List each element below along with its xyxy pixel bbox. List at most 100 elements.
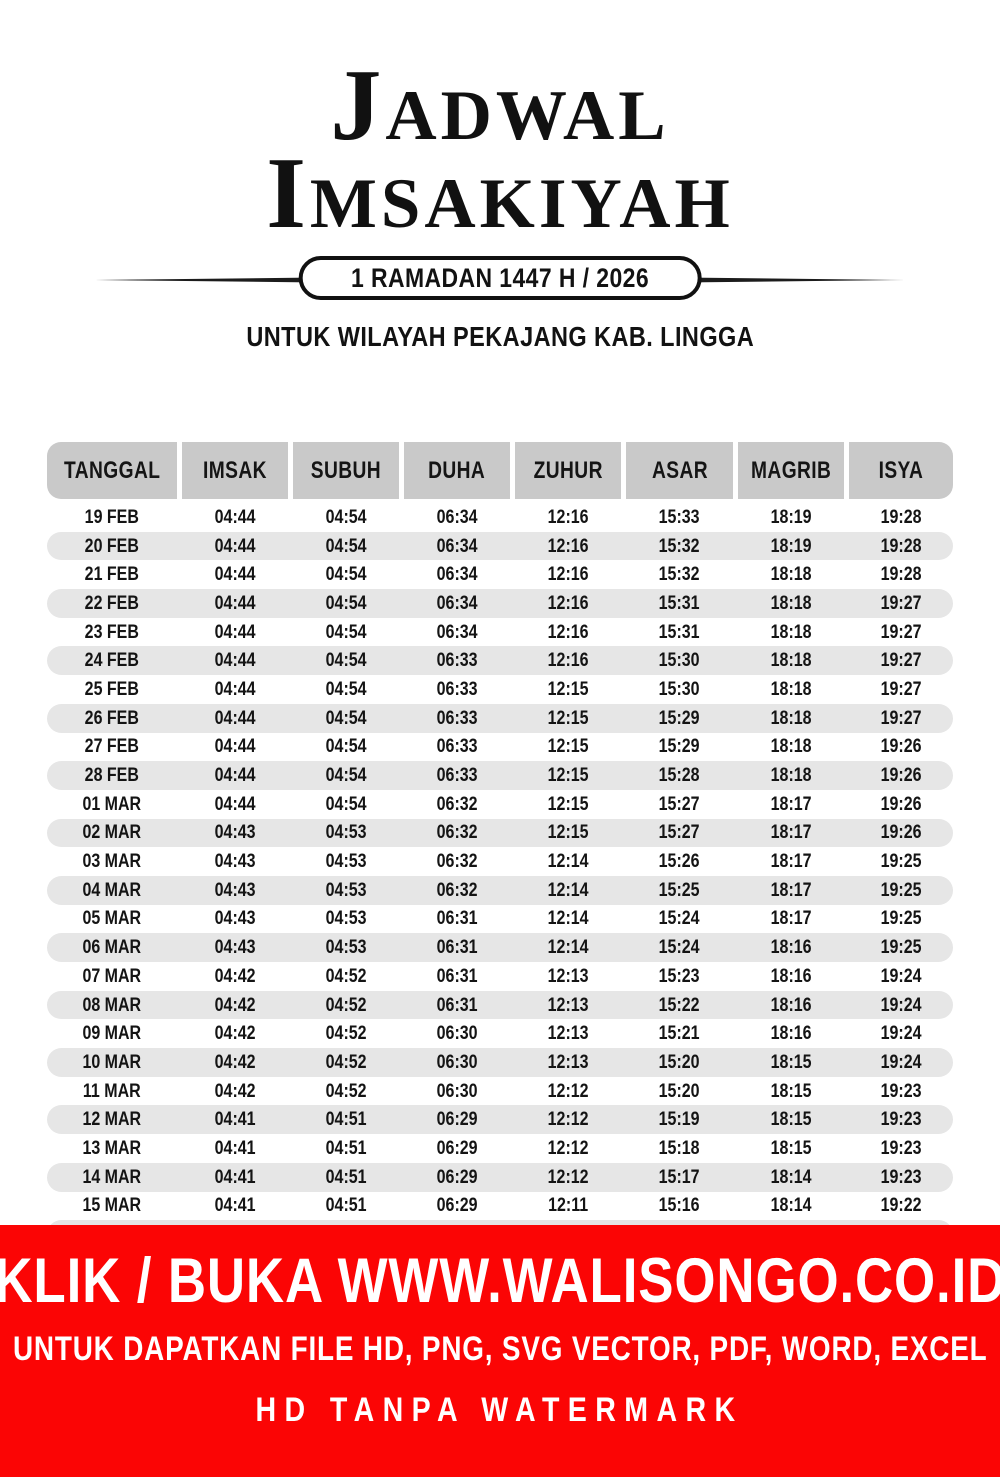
- table-cell: 15:29: [659, 735, 701, 758]
- table-cell: 12:15: [547, 792, 589, 815]
- table-cell: 28 FEB: [84, 764, 139, 787]
- table-row: 11 MAR 04:42 04:52 06:30 12:12 15:20 18:15 19:2…: [47, 1077, 953, 1106]
- table-cell: 15:28: [659, 764, 701, 787]
- table-cell: 18:17: [770, 907, 812, 930]
- table-cell: 15:25: [659, 878, 701, 901]
- table-cell: 15:26: [659, 850, 701, 873]
- table-cell: 18:15: [770, 1050, 812, 1073]
- table-cell: 05 MAR: [82, 907, 142, 930]
- table-cell: 20 FEB: [84, 534, 139, 557]
- table-row: 14 MAR 04:41 04:51 06:29 12:12 15:17 18:14 19:2…: [47, 1162, 953, 1192]
- promo-url-text[interactable]: KLIK / BUKA WWW.WALISONGO.CO.ID: [0, 1246, 1000, 1316]
- table-cell: 06:30: [436, 1022, 478, 1045]
- table-cell: 12:12: [547, 1108, 589, 1131]
- table-cell: 18:18: [770, 649, 812, 672]
- table-cell: 04:54: [325, 735, 367, 758]
- table-cell: 06:33: [436, 677, 478, 700]
- table-header-cell-imsak: IMSAK: [181, 442, 288, 499]
- table-cell: 04:44: [214, 735, 256, 758]
- table-cell: 15:20: [659, 1079, 701, 1102]
- table-cell: 15:27: [659, 821, 701, 844]
- table-cell: 18:16: [770, 1022, 812, 1045]
- table-cell: 06:31: [436, 907, 478, 930]
- table-cell: 12:15: [547, 821, 589, 844]
- table-body: 19 FEB 04:44 04:54 06:34 12:16 15:33 18:19 19:2…: [47, 503, 953, 1249]
- table-cell: 12:13: [547, 1022, 589, 1045]
- table-cell: 23 FEB: [84, 620, 139, 643]
- ramadan-badge: 1 RAMADAN 1447 H / 2026: [298, 256, 702, 301]
- table-cell: 04:54: [325, 505, 367, 528]
- table-row: 25 FEB 04:44 04:54 06:33 12:15 15:30 18:18 19:2…: [47, 675, 953, 704]
- page-title: Jadwal Imsakiyah: [0, 55, 1000, 244]
- table-cell: 15:27: [659, 792, 701, 815]
- table-cell: 19:25: [880, 936, 922, 959]
- table-cell: 04:44: [214, 706, 256, 729]
- table-cell: 19:24: [880, 1050, 922, 1073]
- table-cell: 15:24: [659, 907, 701, 930]
- table-cell: 09 MAR: [82, 1022, 142, 1045]
- table-cell: 12:15: [547, 677, 589, 700]
- table-cell: 18:18: [770, 563, 812, 586]
- table-cell: 06:29: [436, 1165, 478, 1188]
- table-row: 10 MAR 04:42 04:52 06:30 12:13 15:20 18:15 19:2…: [47, 1048, 953, 1077]
- table-cell: 12:11: [548, 1194, 589, 1217]
- table-cell: 04:44: [214, 563, 256, 586]
- table-cell: 18:17: [770, 821, 812, 844]
- table-cell: 12:12: [547, 1136, 589, 1159]
- table-cell: 06:31: [436, 964, 478, 987]
- table-cell: 06:33: [436, 764, 478, 787]
- table-cell: 15:32: [659, 534, 701, 557]
- table-cell: 18:18: [770, 706, 812, 729]
- table-cell: 06:34: [436, 505, 478, 528]
- table-row: 24 FEB 04:44 04:54 06:33 12:16 15:30 18:18 19:2…: [47, 646, 953, 676]
- table-header-cell-asar: ASAR: [626, 442, 733, 499]
- table-cell: 06:29: [436, 1136, 478, 1159]
- table-cell: 06:32: [436, 821, 478, 844]
- table-row: 13 MAR 04:41 04:51 06:29 12:12 15:18 18:15 19:2…: [47, 1134, 953, 1163]
- table-cell: 04:43: [214, 850, 256, 873]
- table-cell: 12:13: [547, 964, 589, 987]
- table-cell: 26 FEB: [84, 706, 139, 729]
- table-cell: 04:54: [325, 764, 367, 787]
- table-cell: 02 MAR: [82, 821, 142, 844]
- table-cell: 15:20: [659, 1050, 701, 1073]
- table-cell: 06:32: [436, 850, 478, 873]
- table-cell: 18:15: [770, 1079, 812, 1102]
- table-cell: 18:15: [770, 1136, 812, 1159]
- table-row: 06 MAR 04:43 04:53 06:31 12:14 15:24 18:16 19:2…: [47, 933, 953, 962]
- table-cell: 04:51: [325, 1194, 367, 1217]
- table-cell: 12:12: [547, 1079, 589, 1102]
- table-cell: 18:16: [770, 993, 812, 1016]
- table-cell: 18:18: [770, 677, 812, 700]
- table-cell: 19:27: [880, 677, 922, 700]
- table-cell: 04 MAR: [82, 878, 142, 901]
- table-row: 20 FEB 04:44 04:54 06:34 12:16 15:32 18:19 19:2…: [47, 531, 953, 561]
- table-cell: 06:33: [436, 706, 478, 729]
- promo-watermark-text: HD TANPA WATERMARK: [255, 1391, 745, 1430]
- table-cell: 04:41: [214, 1108, 256, 1131]
- table-cell: 15:21: [659, 1022, 701, 1045]
- table-cell: 18:16: [770, 964, 812, 987]
- table-cell: 04:53: [325, 850, 367, 873]
- table-cell: 19:28: [880, 563, 922, 586]
- table-cell: 04:51: [325, 1108, 367, 1131]
- table-cell: 12:14: [547, 850, 589, 873]
- table-cell: 04:53: [325, 878, 367, 901]
- table-cell: 12 MAR: [82, 1108, 142, 1131]
- table-cell: 04:43: [214, 821, 256, 844]
- promo-banner[interactable]: KLIK / BUKA WWW.WALISONGO.CO.ID UNTUK DA…: [0, 1225, 1000, 1477]
- table-cell: 19:25: [880, 907, 922, 930]
- table-cell: 18:16: [770, 936, 812, 959]
- table-cell: 18:14: [770, 1194, 812, 1217]
- table-row: 09 MAR 04:42 04:52 06:30 12:13 15:21 18:16 19:2…: [47, 1019, 953, 1048]
- region-subtitle: UNTUK WILAYAH PEKAJANG KAB. LINGGA: [246, 321, 754, 353]
- table-cell: 04:51: [325, 1165, 367, 1188]
- table-row: 27 FEB 04:44 04:54 06:33 12:15 15:29 18:18 19:2…: [47, 733, 953, 762]
- table-cell: 12:16: [547, 591, 589, 614]
- table-row: 07 MAR 04:42 04:52 06:31 12:13 15:23 18:16 19:2…: [47, 962, 953, 991]
- table-cell: 04:54: [325, 534, 367, 557]
- table-cell: 19:22: [880, 1194, 922, 1217]
- table-cell: 04:53: [325, 907, 367, 930]
- table-cell: 06:33: [436, 735, 478, 758]
- table-cell: 04:54: [325, 792, 367, 815]
